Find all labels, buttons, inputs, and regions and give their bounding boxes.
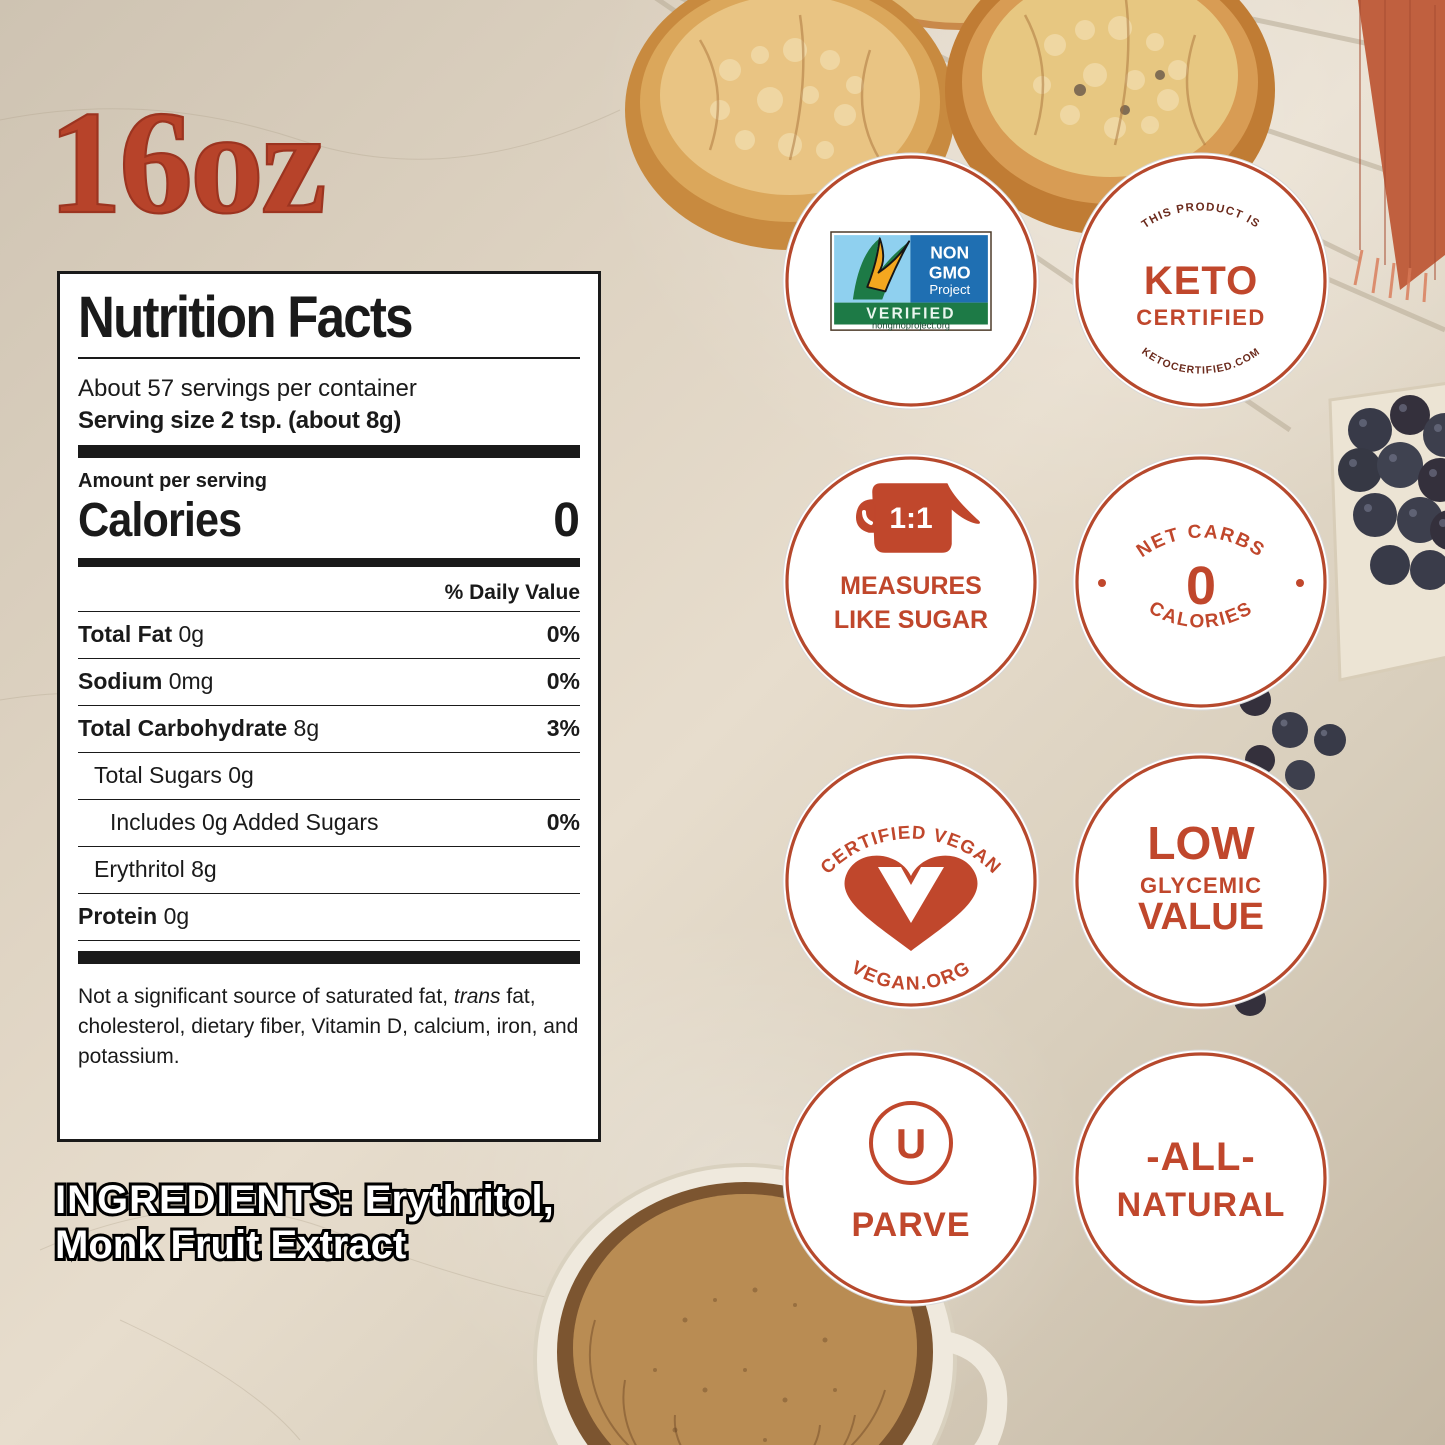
svg-text:1:1: 1:1 bbox=[889, 502, 932, 535]
svg-text:KETO: KETO bbox=[1144, 259, 1258, 303]
svg-text:MEASURES: MEASURES bbox=[840, 572, 982, 600]
svg-text:U: U bbox=[896, 1120, 926, 1167]
svg-text:-ALL-: -ALL- bbox=[1146, 1135, 1255, 1179]
svg-text:LIKE SUGAR: LIKE SUGAR bbox=[834, 606, 988, 634]
svg-text:LOW: LOW bbox=[1147, 817, 1255, 869]
svg-text:nongmoproject.org: nongmoproject.org bbox=[872, 320, 950, 330]
svg-text:0: 0 bbox=[1186, 556, 1216, 616]
svg-text:GMO: GMO bbox=[929, 262, 971, 282]
svg-text:NATURAL: NATURAL bbox=[1117, 1186, 1286, 1224]
svg-text:Project: Project bbox=[929, 282, 970, 297]
svg-text:CERTIFIED: CERTIFIED bbox=[1136, 305, 1266, 330]
svg-text:GLYCEMIC: GLYCEMIC bbox=[1140, 873, 1262, 898]
svg-text:PARVE: PARVE bbox=[851, 1206, 970, 1244]
svg-text:VALUE: VALUE bbox=[1138, 896, 1264, 938]
svg-text:NON: NON bbox=[930, 242, 969, 262]
